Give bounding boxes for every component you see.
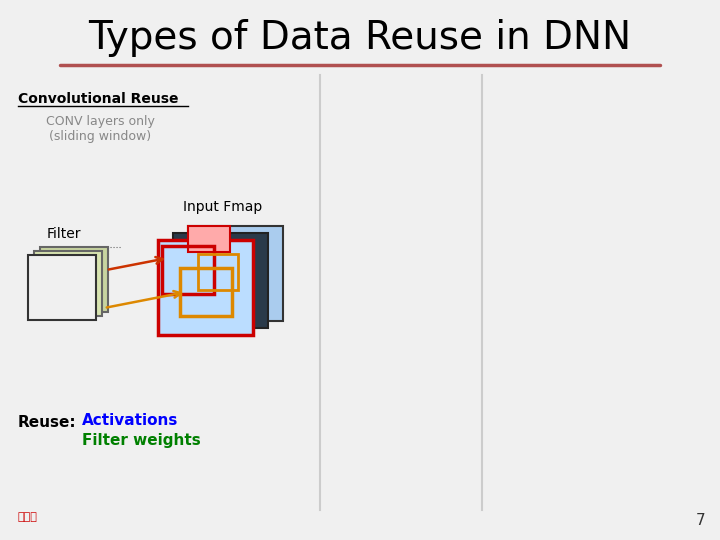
Text: Activations: Activations bbox=[82, 413, 179, 428]
Text: Convolutional Reuse: Convolutional Reuse bbox=[18, 92, 179, 106]
Text: Filter: Filter bbox=[47, 227, 81, 241]
Text: CONV layers only
(sliding window): CONV layers only (sliding window) bbox=[45, 115, 154, 143]
Bar bbox=[173, 233, 268, 328]
Text: Filter weights: Filter weights bbox=[82, 433, 201, 448]
Bar bbox=[162, 246, 214, 294]
Text: Input Fmap: Input Fmap bbox=[184, 200, 263, 214]
Bar bbox=[180, 268, 232, 316]
Bar bbox=[28, 255, 96, 320]
Text: 𝙼𝙸𝚃: 𝙼𝙸𝚃 bbox=[18, 512, 38, 522]
Bar bbox=[158, 240, 253, 335]
Bar bbox=[188, 226, 230, 252]
Text: 7: 7 bbox=[696, 513, 705, 528]
Text: Reuse:: Reuse: bbox=[18, 415, 76, 430]
Text: Types of Data Reuse in DNN: Types of Data Reuse in DNN bbox=[89, 19, 631, 57]
Bar bbox=[34, 251, 102, 316]
Bar bbox=[188, 226, 283, 321]
Bar bbox=[198, 254, 238, 290]
Bar bbox=[40, 247, 108, 312]
